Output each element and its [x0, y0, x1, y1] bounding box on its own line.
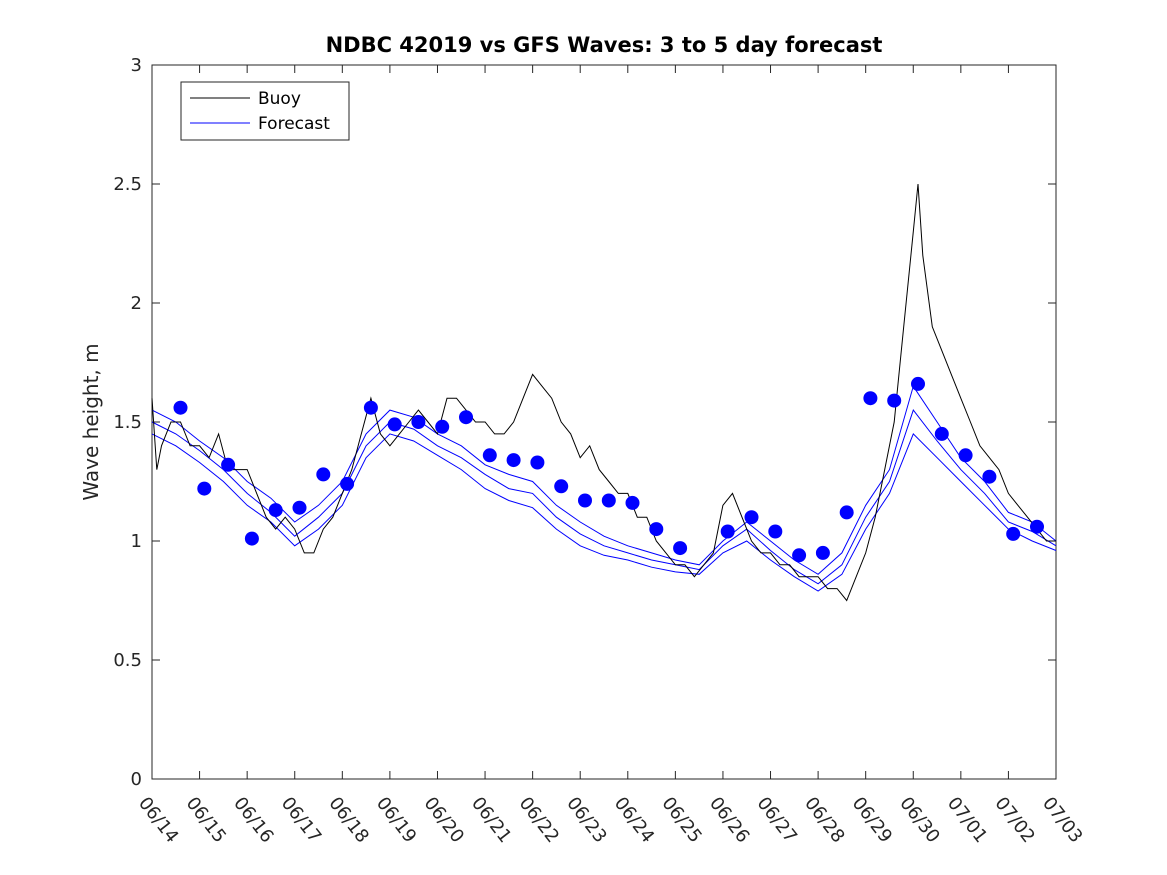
y-tick-label: 0.5 — [113, 650, 142, 671]
forecast-dot — [625, 495, 640, 510]
forecast-dot — [363, 400, 378, 415]
forecast-line — [151, 385, 1057, 575]
forecast-dot — [839, 505, 854, 520]
forecast-dot — [601, 493, 616, 508]
buoy-line — [151, 183, 1056, 602]
forecast-dot — [268, 503, 283, 518]
forecast-dot — [649, 522, 664, 537]
forecast-dot — [1006, 526, 1021, 541]
y-tick-label: 1.5 — [113, 412, 142, 433]
chart-title: NDBC 42019 vs GFS Waves: 3 to 5 day fore… — [326, 33, 883, 57]
forecast-dot — [244, 531, 259, 546]
forecast-dot — [792, 548, 807, 563]
forecast-dot — [221, 457, 236, 472]
forecast-dot — [815, 545, 830, 560]
forecast-dot — [411, 415, 426, 429]
y-tick-label: 0 — [131, 769, 142, 790]
forecast-dot — [720, 524, 735, 539]
forecast-line — [151, 433, 1057, 592]
forecast-dot — [673, 541, 688, 556]
forecast-dot — [387, 417, 402, 432]
forecast-dot — [982, 469, 997, 484]
legend-forecast-label: Forecast — [258, 114, 330, 134]
series-lines — [151, 183, 1057, 602]
y-axis-label: Wave height, m — [79, 343, 103, 500]
forecast-dot — [482, 448, 497, 463]
forecast-dot — [554, 479, 569, 494]
forecast-dot — [197, 481, 212, 496]
forecast-dot — [744, 510, 759, 525]
y-tick-label: 3 — [131, 55, 142, 76]
legend: Buoy Forecast — [180, 81, 350, 141]
forecast-dot — [340, 476, 355, 491]
plot-area — [151, 64, 1057, 780]
y-tick-label: 2 — [131, 293, 142, 314]
forecast-dot — [911, 376, 925, 391]
forecast-dot — [435, 419, 450, 434]
forecast-dot — [578, 493, 592, 508]
forecast-dot — [316, 467, 331, 482]
legend-buoy-label: Buoy — [258, 89, 301, 109]
forecast-dot — [459, 410, 473, 425]
forecast-dot — [768, 524, 783, 539]
y-tick-label: 2.5 — [113, 174, 142, 195]
forecast-dot — [958, 448, 973, 463]
forecast-dot — [530, 455, 545, 470]
forecast-dots — [173, 376, 1044, 563]
forecast-line — [151, 409, 1057, 585]
forecast-dot — [173, 400, 188, 415]
forecast-dot — [934, 426, 949, 441]
forecast-dot — [1030, 519, 1044, 534]
forecast-dot — [506, 453, 521, 468]
forecast-dot — [292, 500, 307, 515]
forecast-dot — [863, 391, 878, 406]
legend-box — [180, 81, 350, 141]
y-tick-label: 1 — [131, 531, 142, 552]
forecast-dot — [887, 393, 902, 408]
